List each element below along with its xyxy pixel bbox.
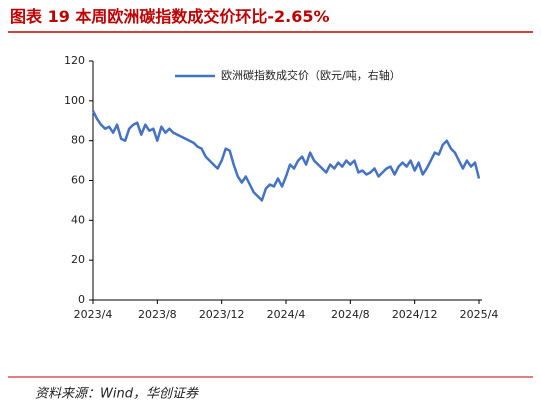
y-tick-label: 0 xyxy=(78,293,85,306)
x-tick-label: 2025/4 xyxy=(460,308,499,321)
legend-label: 欧洲碳指数成交价（欧元/吨，右轴） xyxy=(221,68,401,82)
y-tick-label: 80 xyxy=(71,134,85,147)
y-tick-label: 20 xyxy=(71,253,85,266)
chart-title: 图表 19 本周欧洲碳指数成交价环比-2.65% xyxy=(10,7,330,26)
y-tick-label: 60 xyxy=(71,174,85,187)
x-tick-label: 2023/4 xyxy=(74,308,113,321)
x-tick-label: 2023/8 xyxy=(138,308,177,321)
x-tick-label: 2024/8 xyxy=(331,308,370,321)
data-line xyxy=(91,110,481,202)
x-tick-label: 2023/12 xyxy=(199,308,245,321)
source: 资料来源：Wind，华创证券 xyxy=(35,387,199,402)
y-tick-label: 40 xyxy=(71,213,85,226)
x-tick-label: 2024/4 xyxy=(267,308,306,321)
y-tick-label: 120 xyxy=(64,54,85,67)
y-tick-label: 100 xyxy=(64,94,85,107)
x-tick-label: 2024/12 xyxy=(392,308,438,321)
